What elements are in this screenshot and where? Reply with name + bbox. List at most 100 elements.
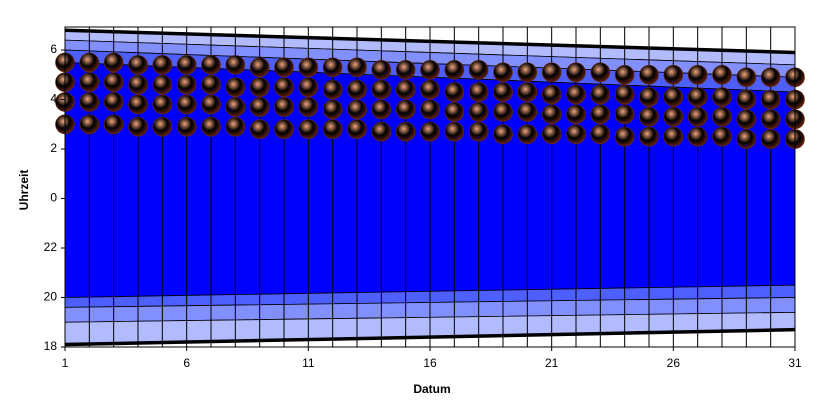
dot	[566, 62, 586, 83]
dot	[663, 107, 684, 127]
dot	[639, 64, 659, 85]
dot	[420, 121, 440, 142]
dot	[79, 114, 100, 135]
dot	[517, 124, 538, 144]
dot	[541, 124, 562, 144]
dot	[614, 84, 635, 105]
x-axis-title: Datum	[413, 382, 450, 396]
dot	[225, 77, 246, 97]
dot	[103, 114, 124, 135]
dot	[128, 55, 148, 75]
dot	[347, 119, 367, 140]
dot	[736, 89, 757, 110]
dot	[639, 107, 659, 127]
dot	[541, 104, 562, 125]
dot	[566, 124, 586, 144]
dot	[760, 89, 781, 110]
dot	[590, 104, 611, 125]
dot	[663, 64, 684, 85]
y-tick-label: 6	[50, 42, 57, 56]
dot	[152, 55, 173, 75]
dot	[566, 84, 586, 105]
x-tick-label: 26	[667, 356, 681, 370]
dot	[395, 60, 416, 80]
dot	[225, 116, 246, 137]
y-tick-label: 22	[44, 240, 58, 254]
dot	[541, 62, 562, 83]
dot	[590, 62, 611, 83]
dot	[712, 64, 732, 85]
dot	[614, 104, 635, 125]
dot	[663, 87, 684, 107]
dot	[298, 77, 319, 97]
dot	[517, 62, 538, 83]
dot	[103, 52, 124, 73]
dot	[201, 94, 221, 115]
x-tick-label: 31	[788, 356, 802, 370]
dot	[590, 124, 611, 144]
dot	[322, 57, 343, 78]
dot	[249, 77, 270, 97]
dot	[517, 82, 538, 102]
y-tick-label: 20	[44, 290, 58, 304]
boundary-line	[64, 28, 796, 55]
dot	[687, 87, 708, 107]
dot	[103, 92, 124, 112]
dot	[517, 102, 538, 122]
dot	[274, 77, 294, 97]
dot	[176, 94, 197, 115]
dot	[687, 107, 708, 127]
dot	[298, 97, 319, 117]
dot	[712, 126, 732, 147]
dot	[249, 57, 270, 78]
y-tick-label: 18	[44, 339, 58, 353]
dot	[298, 57, 319, 78]
y-axis-title: Uhrzeit	[17, 170, 31, 211]
dot	[712, 107, 732, 127]
y-tick-label: 0	[50, 191, 57, 205]
dot	[176, 55, 197, 75]
dot	[103, 72, 124, 92]
dot	[614, 126, 635, 147]
dot	[225, 97, 246, 117]
x-tick-label: 11	[302, 356, 315, 370]
dot	[395, 79, 416, 100]
dot	[225, 55, 246, 75]
dot	[493, 102, 513, 122]
dot	[347, 79, 367, 100]
dot	[493, 82, 513, 102]
dot	[760, 67, 781, 88]
dot	[760, 109, 781, 130]
dot	[687, 126, 708, 147]
dot	[444, 121, 465, 142]
dot	[201, 74, 221, 95]
dot	[420, 99, 440, 120]
dot	[201, 116, 221, 137]
dot	[79, 72, 100, 92]
dot	[298, 119, 319, 140]
dot	[420, 79, 440, 100]
dot	[639, 126, 659, 147]
dot	[274, 119, 294, 140]
dot	[79, 92, 100, 112]
y-tick-label: 4	[50, 92, 57, 106]
dot	[760, 129, 781, 149]
dot	[152, 94, 173, 115]
dot	[322, 79, 343, 100]
dot	[468, 121, 489, 142]
dot	[395, 99, 416, 120]
dot	[687, 64, 708, 85]
dot	[566, 104, 586, 125]
dot	[541, 84, 562, 105]
dot	[420, 60, 440, 80]
dot	[371, 99, 392, 120]
dot	[176, 74, 197, 95]
dot	[736, 109, 757, 130]
x-tick-label: 16	[423, 356, 437, 370]
dot	[371, 79, 392, 100]
dot	[468, 60, 489, 80]
dot	[128, 116, 148, 137]
dot	[590, 84, 611, 105]
